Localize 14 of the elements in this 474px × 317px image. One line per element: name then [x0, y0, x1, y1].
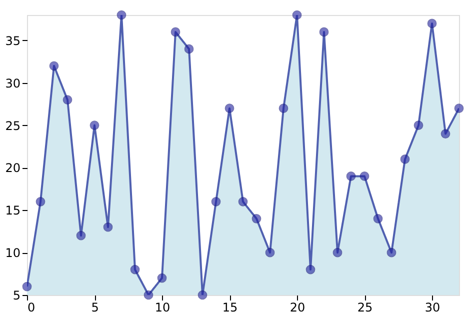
y-tick-label: 20 [5, 161, 20, 176]
y-tick-label: 35 [5, 34, 20, 48]
y-tick-label: 15 [5, 204, 20, 218]
y-tick-label: 25 [5, 118, 20, 133]
y-tick-label: 10 [5, 246, 20, 260]
y-tick-label: 30 [5, 76, 20, 90]
x-tick-label: 5 [91, 300, 99, 314]
x-tick-label: 30 [424, 300, 440, 314]
x-tick-label: 25 [357, 300, 373, 314]
x-tick-label: 0 [28, 300, 36, 314]
x-tick-label: 10 [154, 300, 170, 314]
x-tick-label: 15 [222, 300, 238, 314]
x-tick-label: 20 [290, 300, 306, 314]
y-tick-label: 5 [12, 288, 20, 302]
